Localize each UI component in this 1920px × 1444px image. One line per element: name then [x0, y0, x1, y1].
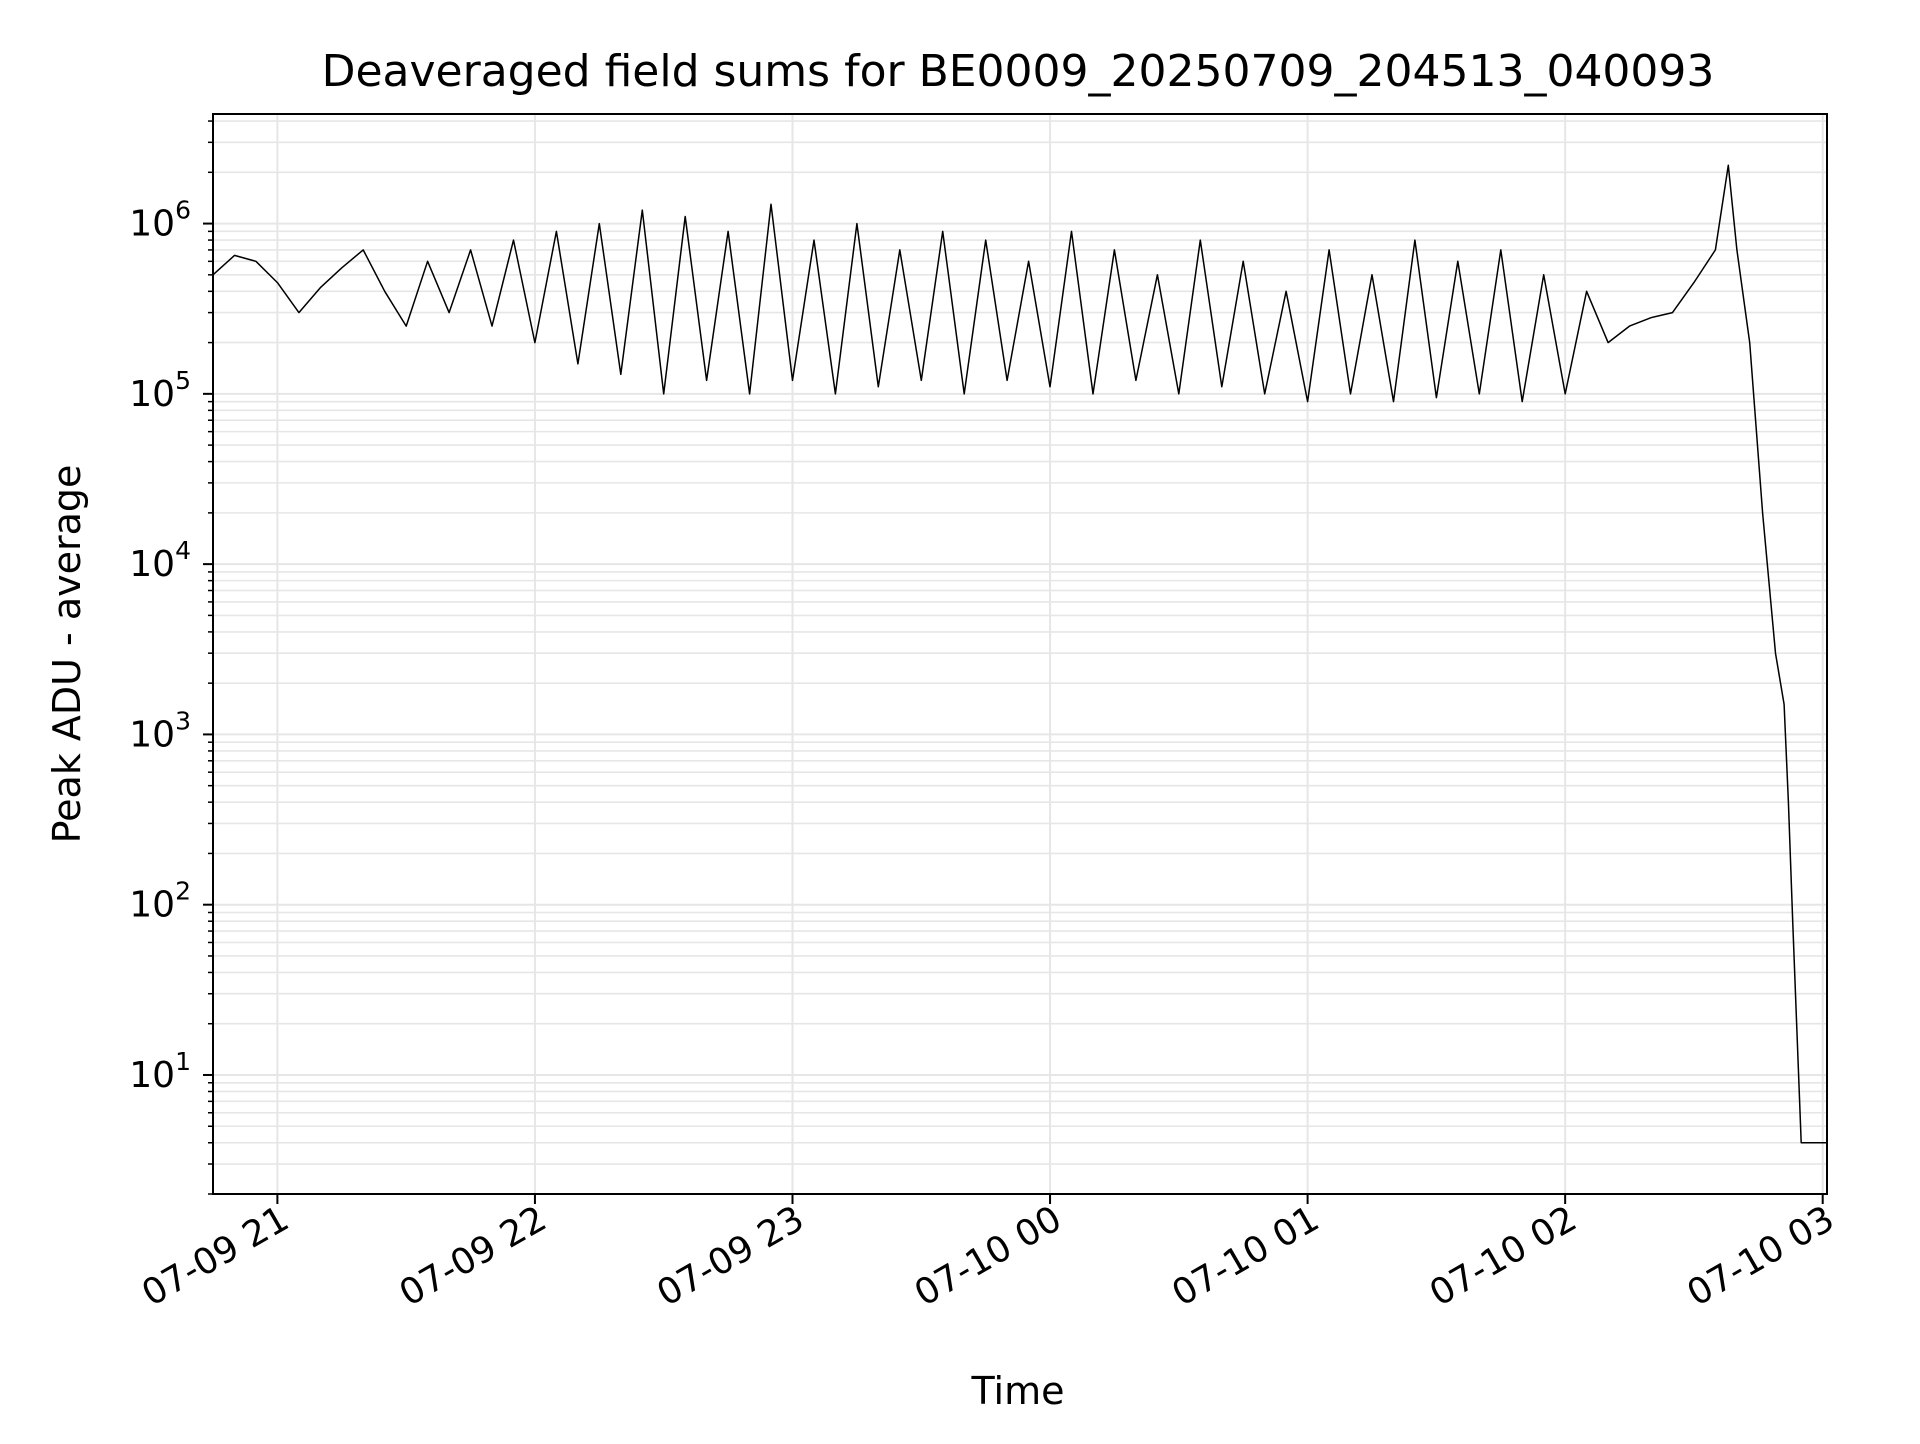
y-tick-label: 102 [129, 877, 191, 926]
y-tick-exponent: 4 [175, 536, 191, 565]
y-tick-exponent: 1 [175, 1047, 191, 1076]
plot-area-frame [212, 113, 1828, 1195]
series-layer [212, 164, 1827, 1144]
x-axis-label: Time [971, 1369, 1065, 1413]
y-tick-exponent: 2 [175, 877, 191, 906]
y-tick-exponent: 3 [175, 706, 191, 735]
y-axis-label: Peak ADU - average [45, 465, 89, 844]
y-tick-label: 105 [129, 366, 191, 415]
series-line [212, 164, 1827, 1144]
y-tick-label: 101 [129, 1047, 191, 1096]
y-tick-label: 103 [129, 706, 191, 755]
y-tick-label: 104 [129, 536, 191, 585]
y-tick-exponent: 6 [175, 196, 191, 225]
chart-title: Deaveraged field sums for BE0009_2025070… [322, 46, 1715, 97]
y-tick-label: 106 [129, 196, 191, 245]
grid [213, 114, 1827, 1195]
y-tick-exponent: 5 [175, 366, 191, 395]
